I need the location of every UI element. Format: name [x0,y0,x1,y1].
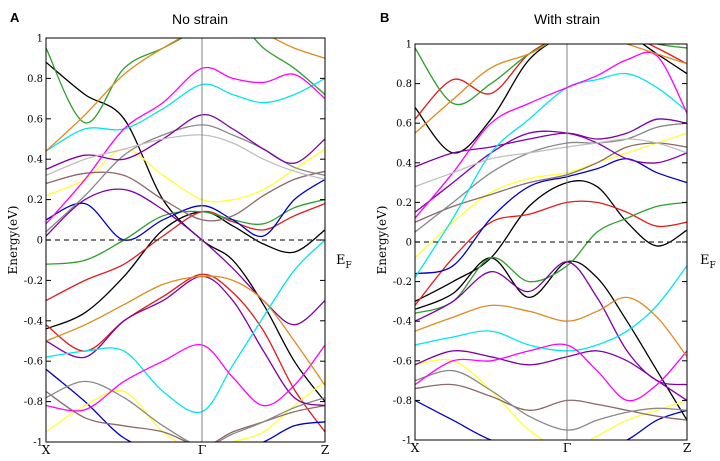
panel-a-ytick-label: -0.2 [24,276,43,287]
panel-a-ytick-label: 0.2 [27,195,43,206]
panel-a-band-12 [46,390,325,442]
panel-b-k-label-z: Z [683,441,691,455]
panel-a-plot-area [46,38,325,442]
panel-b-ylabel: Energy(eV) [375,206,389,275]
panel-b-band-1 [415,180,687,302]
panel-b-ytick-label: -0.6 [393,356,412,367]
panel-a-band-10 [46,380,325,442]
panel-b-ytick-label: -0.8 [393,396,412,407]
panel-b-band-4 [415,200,687,306]
panel-a-ytick-label: 1 [37,34,43,45]
panel-b-band-3 [415,44,687,154]
panel-b-band-25 [415,296,687,358]
panel-a-band-21 [46,344,325,412]
panel-a-ytick-label: 0.8 [27,74,43,85]
panel-b-ytick-label: -0.4 [393,317,412,328]
panel-b-ytick-label: 0.8 [396,79,412,90]
panel-b-band-11 [415,358,687,440]
panel-a-ytick-label: 0.4 [27,155,43,166]
panel-a-ytick-label: -0.4 [24,316,43,327]
panel-b-ytick-label: 0.6 [396,119,412,130]
panel-b-band-8 [415,158,687,275]
panel-b-ytick-label: 0 [406,238,412,249]
panel-b: B With strain Energy(eV) -1 -0.8 -0.6 -0.4 -… [375,10,716,455]
panel-a-ylabel: Energy(eV) [6,206,20,275]
panel-a-band-18 [46,77,325,152]
panel-a-k-label-z: Z [321,443,329,457]
panel-a-letter: A [10,10,20,25]
panel-b-fermi-label: EF [700,253,716,271]
panel-b-band-9 [415,399,687,440]
panel-b-ytick-label: -0.2 [393,277,412,288]
panel-a: A No strain Energy(eV) -1 -0.8 -0.6 -0.4 -0.… [6,10,352,457]
panel-b-band-13 [415,383,687,421]
panel-b-plot-area [415,44,687,440]
panel-b-band-24 [415,44,687,134]
panel-b-letter: B [380,10,389,25]
panel-b-ytick-label: 0.2 [396,198,412,209]
panel-b-ytick-label: 0.4 [396,158,412,169]
panel-a-k-label-gamma: Γ [198,443,206,457]
panel-a-band-8 [46,368,325,442]
panel-a-fermi-label: EF [336,253,352,271]
panel-b-ytick-label: 1 [406,40,412,51]
panel-a-band-20 [46,66,325,225]
panel-b-band-7 [415,44,687,106]
panel-a-ytick-label: -0.6 [24,357,43,368]
panel-a-band-14 [46,380,325,442]
panel-a-ytick-label: -1 [33,438,43,449]
panel-b-band-2 [415,257,687,421]
panel-a-band-7 [46,178,325,241]
panel-b-title: With strain [534,11,600,27]
panel-b-k-label-gamma: Γ [563,441,571,455]
panel-b-ytick-label: -1 [402,436,412,447]
panel-a-k-label-x: X [42,443,51,457]
panel-a-ytick-label: 0.6 [27,114,43,125]
panel-b-k-label-x: X [411,441,420,455]
panel-a-band-22 [46,38,325,152]
panel-a-ytick-label: 0 [37,236,43,247]
panel-a-ytick-label: -0.8 [24,397,43,408]
panel-a-band-6 [46,38,325,124]
panel-a-title: No strain [172,11,228,27]
panel-a-band-1 [46,211,325,330]
panel-b-band-5 [415,44,687,120]
